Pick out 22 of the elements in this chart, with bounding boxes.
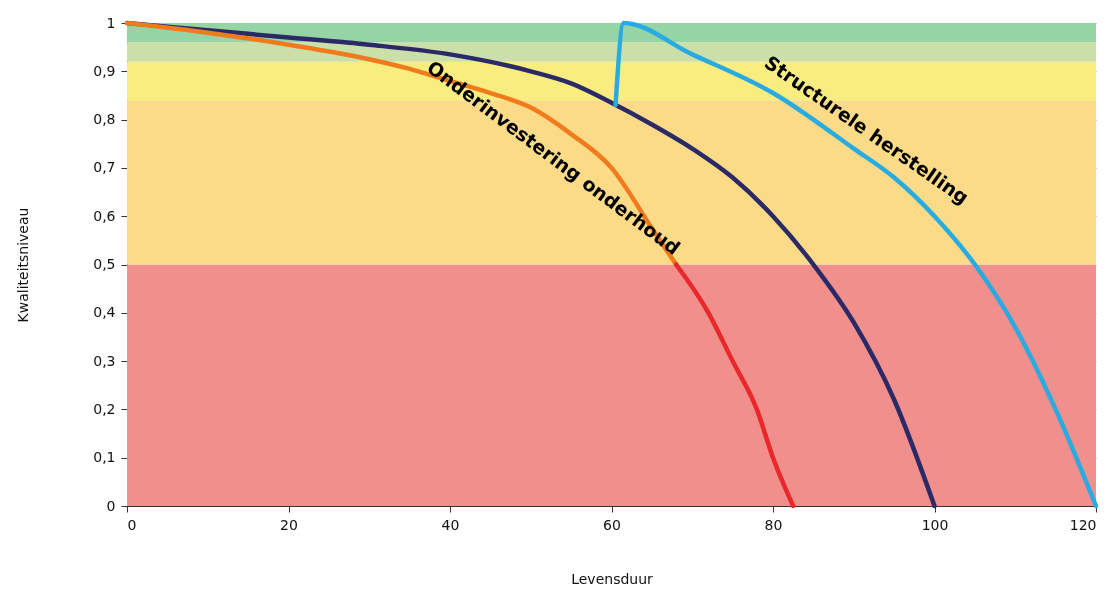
line-series xyxy=(124,20,679,267)
y-tick-label: 0 xyxy=(106,497,116,514)
y-tick-label: 0,7 xyxy=(93,159,116,176)
y-tick-label: 0,6 xyxy=(93,207,116,224)
y-tick-label: 0,5 xyxy=(93,256,116,272)
y-tick-label: 0,2 xyxy=(93,400,116,417)
line-series xyxy=(673,262,796,509)
y-tick-label: 0,1 xyxy=(93,449,116,466)
y-tick-label: 1 xyxy=(106,14,116,31)
y-tick-label: 0,4 xyxy=(93,304,116,321)
y-tick-label: 0,3 xyxy=(93,352,116,369)
y-tick-label: 0,9 xyxy=(93,62,116,79)
x-tick-label: 20 xyxy=(280,516,298,533)
x-tick-label: 120 xyxy=(1069,516,1097,533)
y-tick-label: 0,8 xyxy=(93,111,116,128)
x-tick-label: 100 xyxy=(921,516,949,533)
x-tick-label: 40 xyxy=(441,516,460,533)
x-axis-title: Levensduur xyxy=(571,570,654,587)
x-tick-label: 60 xyxy=(603,516,621,533)
x-tick-label: 80 xyxy=(764,516,783,533)
y-axis-title: Kwaliteitsniveau xyxy=(15,207,32,323)
x-tick-label: 0 xyxy=(127,516,137,533)
